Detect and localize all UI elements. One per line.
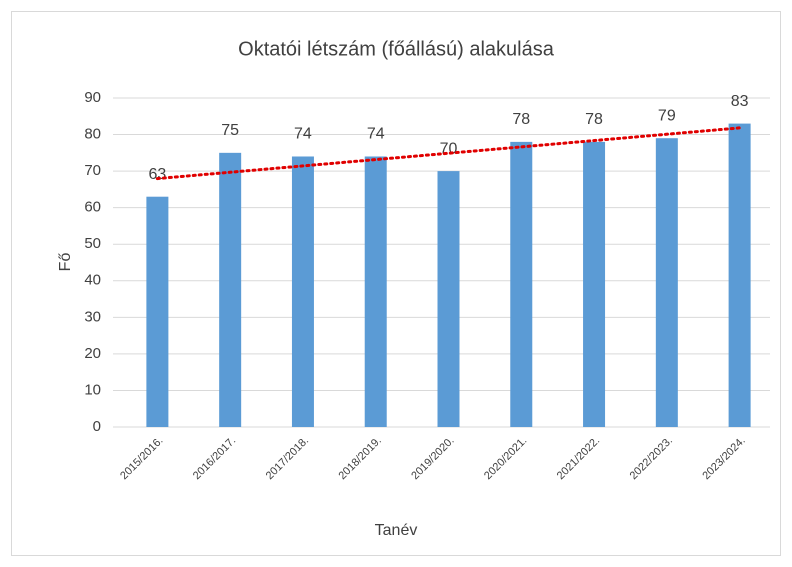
data-label: 78: [585, 111, 603, 128]
x-axis-label: Tanév: [375, 522, 418, 539]
y-tick-label: 70: [84, 162, 101, 179]
y-tick-label: 90: [84, 89, 101, 106]
y-tick-label: 60: [84, 199, 101, 216]
y-tick-label: 80: [84, 126, 101, 143]
bar: [655, 138, 678, 427]
data-label: 63: [148, 166, 166, 183]
bar: [583, 141, 606, 427]
bar: [510, 141, 533, 427]
y-tick-label: 30: [84, 308, 101, 325]
bar: [728, 123, 751, 427]
data-label: 74: [294, 126, 312, 143]
data-label: 70: [440, 140, 458, 157]
data-label: 75: [221, 122, 239, 139]
bar: [437, 171, 460, 427]
chart-border: [11, 11, 781, 556]
y-tick-label: 0: [93, 418, 101, 435]
y-tick-label: 20: [84, 345, 101, 362]
y-tick-label: 10: [84, 381, 101, 398]
y-axis-label: Fő: [57, 253, 74, 272]
bar: [146, 196, 169, 427]
data-label: 78: [512, 111, 530, 128]
bar: [219, 152, 242, 428]
y-tick-label: 50: [84, 235, 101, 252]
data-label: 74: [367, 126, 385, 143]
data-label: 83: [731, 93, 749, 110]
bar: [291, 156, 314, 427]
bar: [364, 156, 387, 427]
trendline: [155, 126, 742, 181]
y-tick-label: 40: [84, 272, 101, 289]
data-label: 79: [658, 107, 676, 124]
chart-title: Oktatói létszám (főállású) alakulása: [238, 38, 555, 60]
